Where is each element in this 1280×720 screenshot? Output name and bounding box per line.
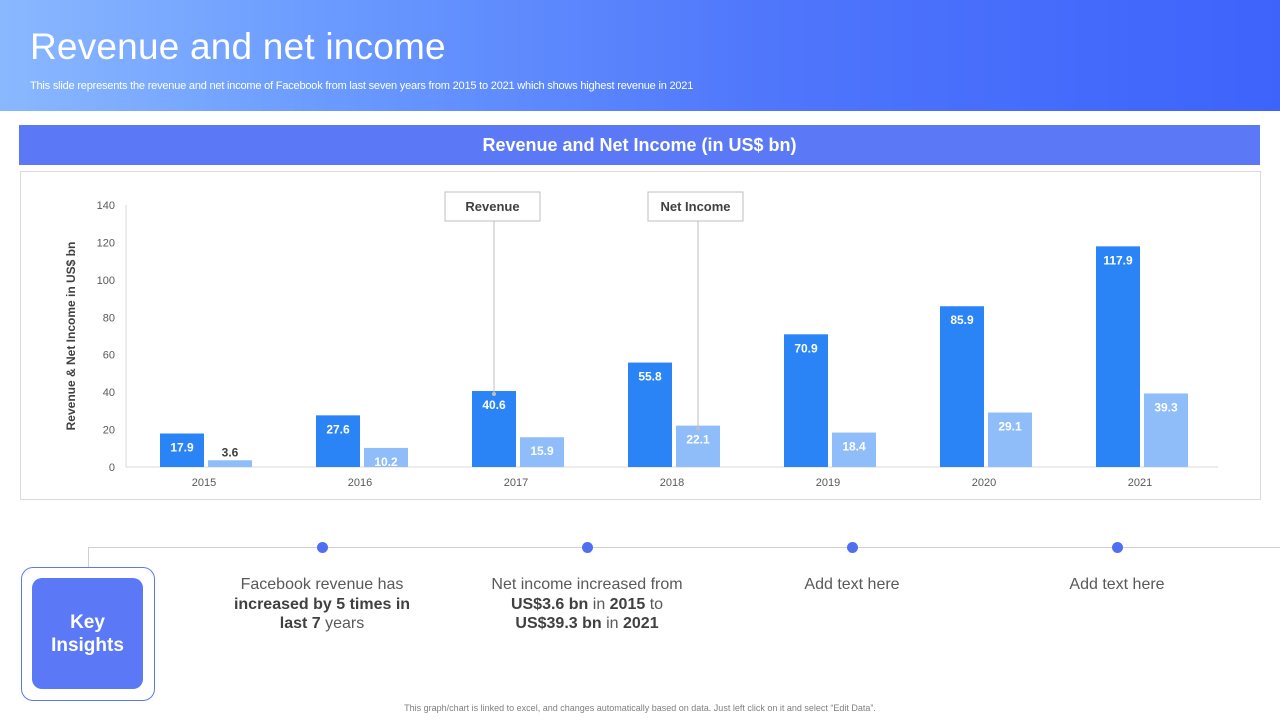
y-tick-label: 100 bbox=[97, 275, 115, 287]
insight-run: Net income increased from bbox=[491, 576, 683, 593]
page-subtitle: This slide represents the revenue and ne… bbox=[30, 80, 694, 92]
legend-label: Revenue bbox=[465, 199, 519, 214]
timeline-dot bbox=[582, 542, 593, 553]
insight-run: Add text here bbox=[1069, 576, 1165, 593]
insight-run: in bbox=[588, 595, 610, 613]
timeline-dot bbox=[1112, 542, 1123, 553]
insight-line: US$39.3 bn in 2021 bbox=[487, 614, 687, 634]
data-label: 18.4 bbox=[842, 440, 866, 454]
net-income-bar bbox=[832, 432, 876, 467]
data-label: 117.9 bbox=[1103, 253, 1133, 267]
bar-chart[interactable]: 0 20 40 60 80 100 120 140 Revenue & Net Income i… bbox=[20, 171, 1261, 500]
data-label: 39.3 bbox=[1154, 400, 1178, 414]
net-income-bar bbox=[988, 412, 1032, 467]
revenue-bar bbox=[628, 362, 672, 467]
x-tick-label: 2018 bbox=[660, 477, 684, 489]
x-tick-label: 2017 bbox=[504, 477, 528, 489]
insight-run: in bbox=[601, 615, 623, 632]
insight-emphasis: US$39.3 bn bbox=[515, 615, 602, 632]
data-label: 17.9 bbox=[170, 441, 194, 455]
callout-anchor bbox=[492, 392, 496, 397]
net-income-bar bbox=[364, 447, 408, 467]
data-label: 15.9 bbox=[530, 444, 554, 458]
data-label: 85.9 bbox=[950, 313, 974, 327]
net-income-bar bbox=[520, 437, 564, 467]
key-insights-label: Key Insights bbox=[51, 611, 124, 656]
y-tick-label: 60 bbox=[103, 350, 115, 362]
insight-text[interactable]: Net income increased from US$3.6 bn in 20… bbox=[487, 575, 687, 634]
data-label: 70.9 bbox=[794, 341, 818, 355]
insight-line: last 7 years bbox=[222, 614, 422, 634]
data-label: 27.6 bbox=[326, 422, 350, 436]
header-banner: Revenue and net income This slide repres… bbox=[0, 0, 1280, 111]
timeline-connector bbox=[88, 547, 89, 567]
x-tick-label: 2021 bbox=[1128, 477, 1152, 489]
data-label: 3.6 bbox=[222, 445, 239, 459]
x-tick-label: 2020 bbox=[972, 477, 996, 489]
y-axis-title: Revenue & Net Income in US$ bn bbox=[64, 242, 78, 431]
key-insights-box: Key Insights bbox=[32, 578, 143, 689]
insight-line: US$3.6 bn in 2015 to bbox=[487, 595, 687, 615]
timeline-dot bbox=[317, 542, 328, 553]
insight-run: Add text here bbox=[804, 576, 900, 593]
insight-emphasis: 2015 bbox=[609, 595, 646, 613]
x-tick-label: 2015 bbox=[192, 477, 216, 489]
revenue-bar bbox=[160, 433, 204, 467]
insight-line: increased by 5 times in bbox=[222, 595, 422, 615]
insight-run: to bbox=[645, 595, 664, 613]
y-tick-label: 120 bbox=[97, 237, 115, 249]
revenue-bar bbox=[784, 334, 828, 467]
chart-title: Revenue and Net Income (in US$ bn) bbox=[19, 125, 1260, 165]
insight-text[interactable]: Facebook revenue has increased by 5 times… bbox=[222, 575, 422, 634]
insight-line: Facebook revenue has bbox=[222, 575, 422, 595]
revenue-bar bbox=[940, 306, 984, 467]
x-tick-label: 2019 bbox=[816, 477, 840, 489]
insight-text[interactable]: Add text here bbox=[752, 575, 952, 595]
net-income-bar bbox=[208, 460, 252, 467]
revenue-bar bbox=[472, 391, 516, 467]
legend-label: Net Income bbox=[660, 199, 730, 214]
revenue-bar bbox=[316, 415, 360, 467]
insight-emphasis: 2021 bbox=[623, 615, 659, 632]
insight-line: Add text here bbox=[1017, 575, 1217, 595]
y-tick-label: 80 bbox=[103, 312, 115, 324]
net-income-bar bbox=[676, 425, 720, 467]
y-tick-label: 40 bbox=[103, 387, 115, 399]
callout-anchor bbox=[696, 426, 700, 431]
legend-callout-box bbox=[647, 191, 744, 222]
x-tick-label: 2016 bbox=[348, 477, 372, 489]
insight-emphasis: increased by 5 times in bbox=[233, 595, 411, 613]
insight-run: years bbox=[320, 615, 365, 632]
y-tick-label: 0 bbox=[109, 462, 115, 474]
data-label: 10.2 bbox=[374, 455, 398, 469]
legend-callout-box bbox=[444, 191, 541, 222]
insight-run: Facebook revenue has bbox=[240, 576, 404, 593]
data-label: 22.1 bbox=[686, 433, 710, 447]
footnote: This graph/chart is linked to excel, and… bbox=[404, 703, 876, 713]
net-income-bar bbox=[1144, 393, 1188, 467]
insight-emphasis: US$3.6 bn bbox=[510, 595, 589, 613]
revenue-bar bbox=[1096, 246, 1140, 467]
insight-text[interactable]: Add text here bbox=[1017, 575, 1217, 595]
timeline-dot bbox=[847, 542, 858, 553]
data-label: 29.1 bbox=[998, 420, 1022, 434]
data-label: 40.6 bbox=[482, 398, 506, 412]
data-label: 55.8 bbox=[638, 370, 662, 384]
y-tick-label: 20 bbox=[103, 425, 115, 437]
timeline-line bbox=[88, 547, 1280, 548]
insight-line: Net income increased from bbox=[487, 575, 687, 595]
y-tick-label: 140 bbox=[97, 200, 115, 212]
insight-emphasis: last 7 bbox=[279, 615, 321, 632]
insight-line: Add text here bbox=[752, 575, 952, 595]
page-title: Revenue and net income bbox=[30, 26, 446, 67]
